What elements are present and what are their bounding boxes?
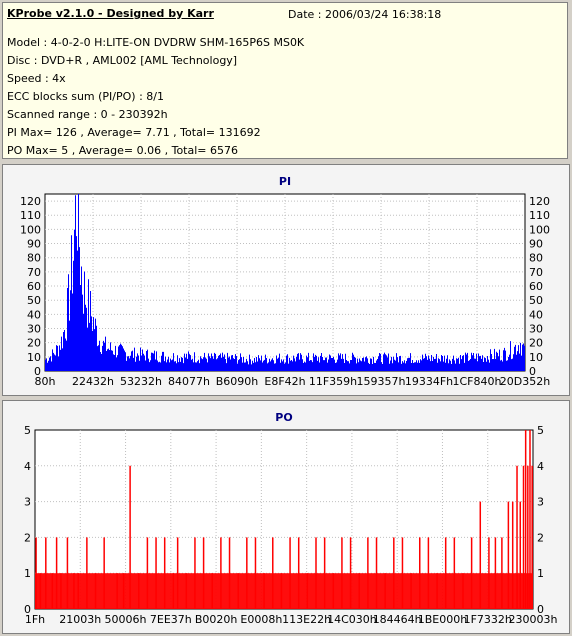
x-tick-label: 1CF840h: [453, 375, 502, 388]
x-tick-label: 7EE37h: [150, 613, 192, 626]
y-tick-label-right: 10: [529, 351, 543, 364]
chart-title: PO: [275, 411, 292, 424]
po-summary-line: PO Max= 5 , Average= 0.06 , Total= 6576: [7, 144, 238, 157]
y-tick-label: 80: [27, 252, 41, 265]
y-tick-label-right: 90: [529, 238, 543, 251]
y-tick-label: 0: [34, 365, 41, 378]
y-tick-label: 70: [27, 266, 41, 279]
x-tick-label: 1Fh: [25, 613, 45, 626]
y-tick-label: 40: [27, 308, 41, 321]
x-tick-label: 11F359h: [309, 375, 357, 388]
y-tick-label-right: 70: [529, 266, 543, 279]
disc-info-panel: KProbe v2.1.0 - Designed by Karr Date : …: [2, 2, 568, 159]
y-tick-label-right: 30: [529, 323, 543, 336]
y-tick-label-right: 0: [529, 365, 536, 378]
y-tick-label: 2: [24, 531, 31, 544]
x-tick-label: B6090h: [216, 375, 259, 388]
po-series: [35, 430, 533, 609]
y-tick-label: 110: [20, 209, 41, 222]
y-tick-label: 1: [24, 567, 31, 580]
po-chart-panel: PO 0 0 1 1 2 2 3 3 4 4 5 5 1Fh 21003h 50006h 7EE37h B0020…: [2, 400, 570, 634]
x-tick-label: E0008h: [240, 613, 282, 626]
x-tick-label: 53232h: [120, 375, 162, 388]
y-tick-label-right: 60: [529, 280, 543, 293]
y-tick-label-right: 2: [537, 531, 544, 544]
ecc-line: ECC blocks sum (PI/PO) : 8/1: [7, 90, 164, 103]
model-line: Model : 4-0-2-0 H:LITE-ON DVDRW SHM-165P…: [7, 36, 305, 49]
y-tick-label-right: 0: [537, 603, 544, 616]
y-tick-label: 60: [27, 280, 41, 293]
y-tick-label: 4: [24, 460, 31, 473]
y-tick-label: 5: [24, 424, 31, 437]
y-tick-label-right: 100: [529, 223, 550, 236]
y-tick-label: 20: [27, 337, 41, 350]
x-tick-label: 20D352h: [500, 375, 550, 388]
y-tick-label: 90: [27, 238, 41, 251]
po-chart: PO 0 0 1 1 2 2 3 3 4 4 5 5 1Fh 21003h 50006h 7EE37h B0020…: [24, 411, 558, 626]
y-tick-label-right: 1: [537, 567, 544, 580]
x-tick-label: 184464h: [373, 613, 422, 626]
y-tick-label-right: 120: [529, 195, 550, 208]
app-title: KProbe v2.1.0 - Designed by Karr: [7, 7, 214, 20]
x-tick-label: 84077h: [168, 375, 210, 388]
speed-line: Speed : 4x: [7, 72, 66, 85]
pi-summary-line: PI Max= 126 , Average= 7.71 , Total= 131…: [7, 126, 261, 139]
scan-date: Date : 2006/03/24 16:38:18: [288, 8, 442, 21]
po-baseline: [35, 573, 533, 609]
x-tick-label: 159357h: [357, 375, 406, 388]
y-tick-label-right: 20: [529, 337, 543, 350]
scanned-range-line: Scanned range : 0 - 230392h: [7, 108, 168, 121]
x-tick-label: 14C030h: [327, 613, 377, 626]
y-tick-label: 30: [27, 323, 41, 336]
x-tick-label: 230003h: [509, 613, 558, 626]
y-tick-label: 3: [24, 496, 31, 509]
y-tick-label-right: 110: [529, 209, 550, 222]
y-tick-label-right: 5: [537, 424, 544, 437]
y-tick-label: 10: [27, 351, 41, 364]
x-tick-label: E8F42h: [264, 375, 305, 388]
x-tick-label: 50006h: [105, 613, 147, 626]
y-tick-label-right: 50: [529, 294, 543, 307]
y-tick-label-right: 80: [529, 252, 543, 265]
x-tick-label: 21003h: [59, 613, 101, 626]
x-tick-label: 22432h: [72, 375, 114, 388]
y-tick-label: 50: [27, 294, 41, 307]
y-tick-label: 0: [24, 603, 31, 616]
x-tick-label: 80h: [35, 375, 56, 388]
x-tick-label: 1F7332h: [464, 613, 512, 626]
x-tick-label: 113E22h: [282, 613, 331, 626]
pi-chart-panel: PI 0 0 10 10 20 20 30 30 40 40 50 50 60 60 70 70 80 80 90 90…: [2, 164, 570, 396]
x-tick-label: 1BE000h: [418, 613, 467, 626]
x-tick-label: B0020h: [195, 613, 238, 626]
y-tick-label-right: 3: [537, 496, 544, 509]
chart-title: PI: [279, 175, 291, 188]
disc-line: Disc : DVD+R , AML002 [AML Technology]: [7, 54, 238, 67]
x-tick-label: 19334Fh: [405, 375, 453, 388]
y-tick-label: 120: [20, 195, 41, 208]
y-tick-label-right: 4: [537, 460, 544, 473]
y-tick-label-right: 40: [529, 308, 543, 321]
pi-series: [45, 194, 525, 371]
y-tick-label: 100: [20, 223, 41, 236]
